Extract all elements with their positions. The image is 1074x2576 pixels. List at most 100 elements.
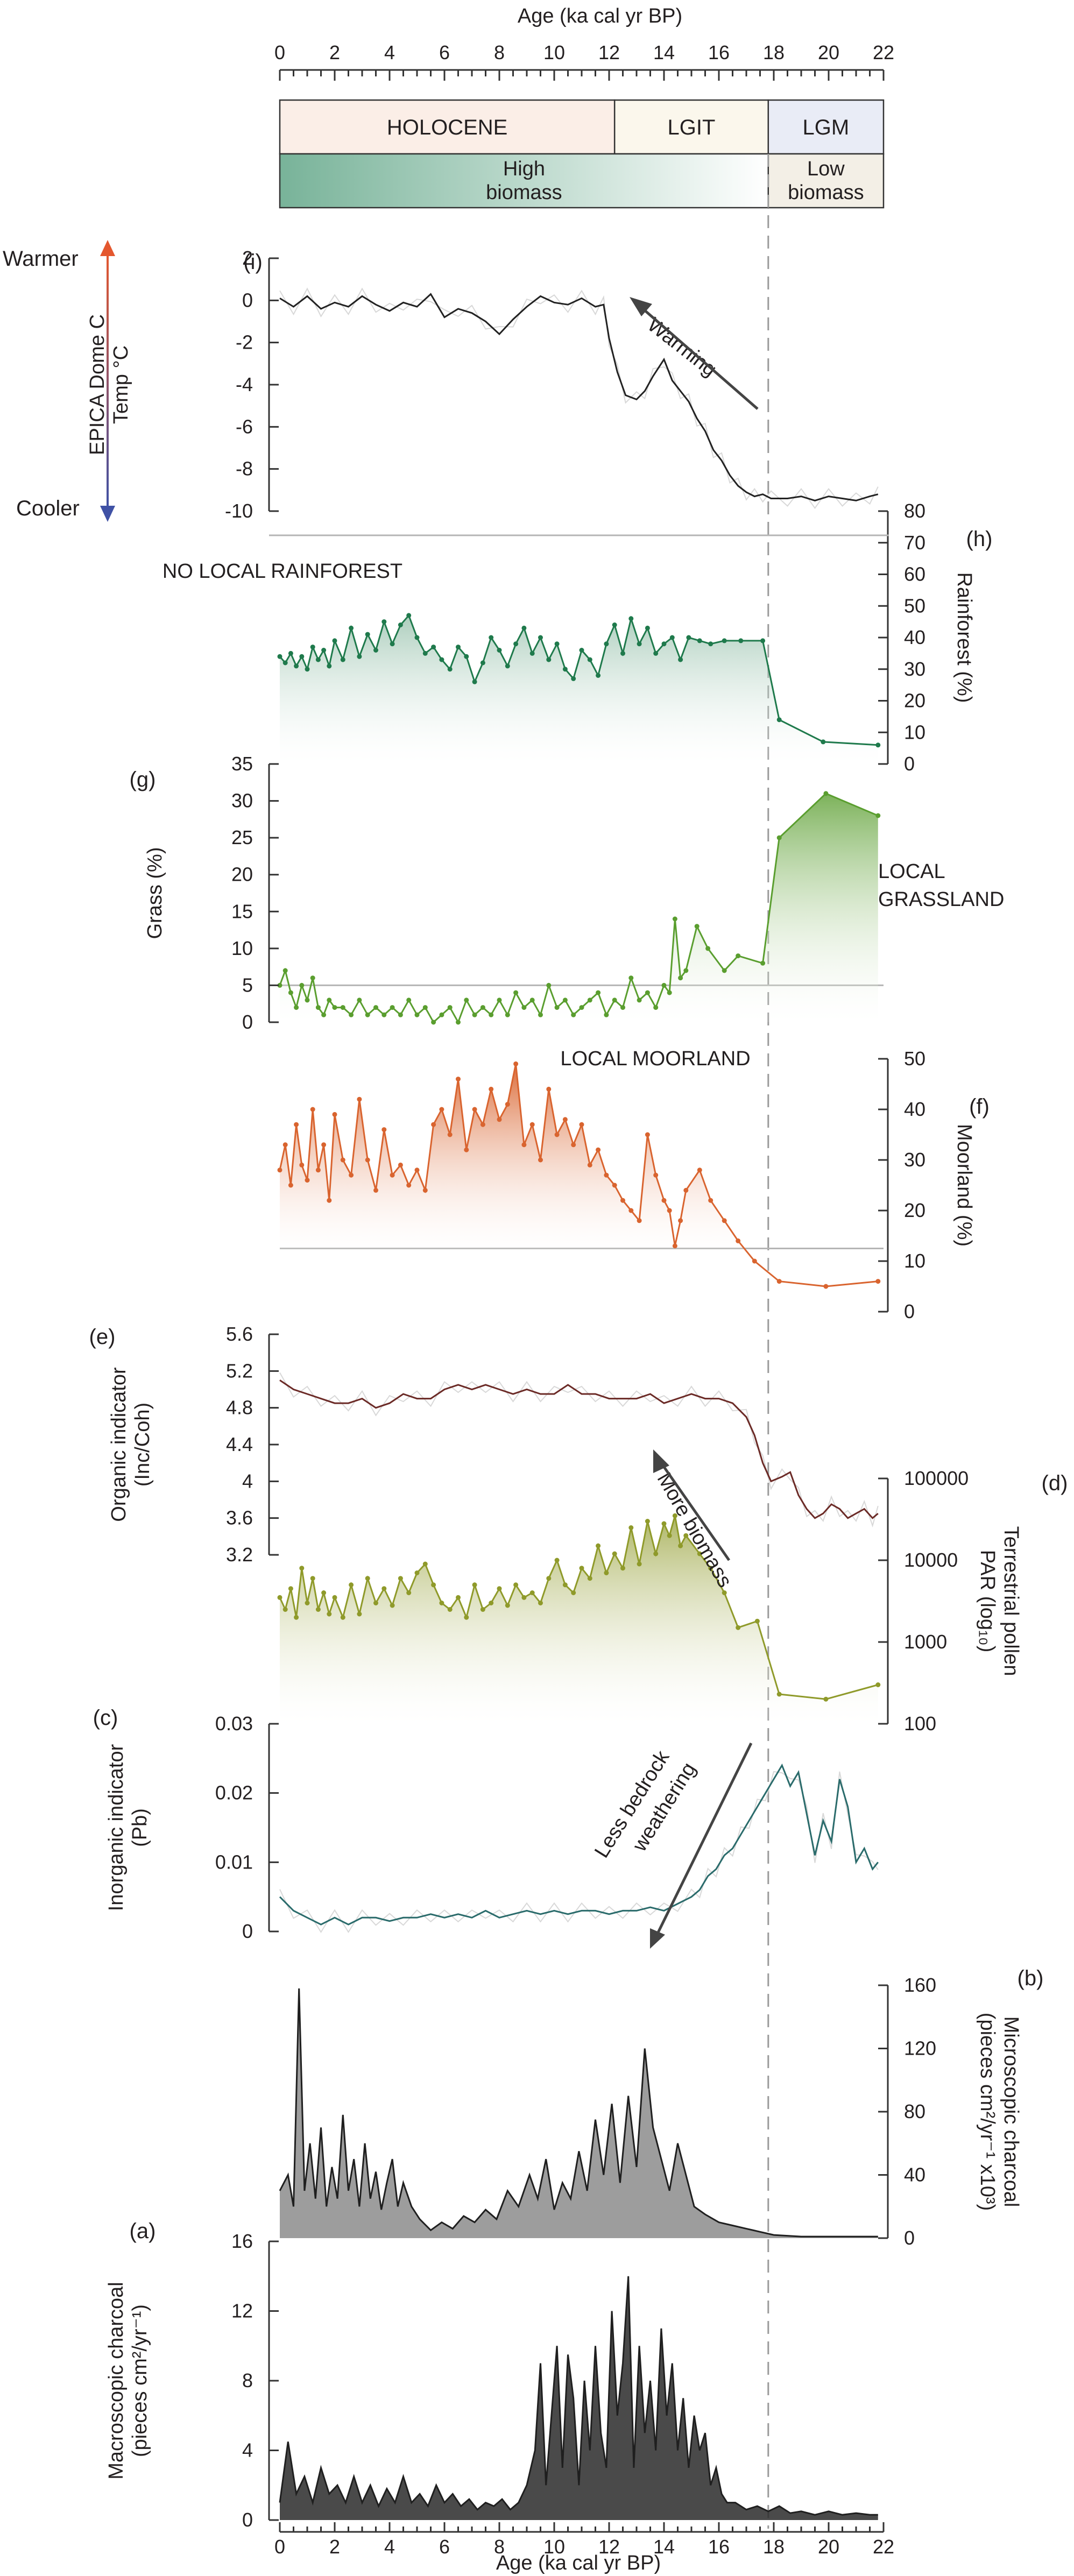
panel-label-a: (a): [130, 2219, 156, 2243]
data-point: [672, 1243, 677, 1249]
y-axis-title-h: Rainforest (%): [953, 572, 976, 703]
data-point: [406, 1183, 412, 1188]
data-point: [390, 1172, 395, 1178]
data-point: [315, 1167, 321, 1173]
y-tick-label: -2: [236, 331, 253, 353]
bottom-axis-title: Age (ka cal yr BP): [496, 2552, 661, 2574]
y-tick-label: 10: [231, 937, 253, 959]
data-point: [667, 1533, 672, 1538]
data-point: [562, 997, 568, 1003]
data-point: [431, 1020, 436, 1025]
y-tick-label: 160: [904, 1974, 936, 1996]
series-area-g: [280, 793, 878, 1022]
top-tick-label: 4: [384, 41, 395, 63]
data-point: [357, 1096, 362, 1102]
panel-label-b: (b): [1018, 1966, 1044, 1990]
top-tick-label: 10: [543, 41, 565, 63]
data-point: [294, 1615, 299, 1620]
data-point: [456, 1020, 461, 1025]
y-tick-label: 20: [231, 864, 253, 886]
data-point: [562, 667, 568, 672]
data-point: [472, 1012, 477, 1017]
data-point: [722, 1590, 727, 1595]
y-tick-label: 4.8: [226, 1397, 253, 1419]
less-weathering-arrow-line: [656, 1742, 753, 1935]
data-point: [414, 1570, 420, 1575]
data-point: [529, 1122, 535, 1127]
data-point: [277, 654, 282, 659]
data-point: [678, 1218, 683, 1223]
data-point: [464, 997, 469, 1003]
data-point: [554, 1132, 560, 1137]
y-axis-title-line2-a: (pieces cm²/yr⁻¹): [129, 2304, 151, 2457]
data-point: [357, 997, 362, 1003]
panel-a: 16 12 8 4 0 (a) Macroscopic charcoal (pieces cm…: [105, 2219, 878, 2531]
data-point: [823, 791, 829, 796]
y-axis-title-line1-b: Microscopic charcoal: [1000, 2016, 1022, 2207]
data-point: [431, 1122, 436, 1127]
data-point: [823, 1284, 829, 1289]
data-point: [414, 1167, 420, 1173]
data-point: [678, 657, 683, 662]
data-point: [672, 1513, 677, 1518]
local-grassland-label-2: GRASSLAND: [878, 888, 1004, 911]
data-point: [538, 1601, 543, 1605]
series-line-i: [279, 293, 879, 501]
data-point: [529, 650, 535, 656]
panel-f: 0 10 20 30 40 50 (f) Moorland (%): [277, 1048, 990, 1322]
data-point: [480, 1005, 485, 1010]
data-point: [414, 635, 420, 640]
low-biomass-label-2: biomass: [788, 181, 864, 204]
data-point: [669, 635, 675, 640]
data-point: [456, 1595, 461, 1600]
data-point: [683, 1533, 689, 1538]
data-point: [456, 645, 461, 650]
data-point: [620, 1566, 625, 1571]
top-tick-label: 2: [329, 41, 340, 63]
data-point: [365, 632, 370, 637]
data-point: [612, 1183, 617, 1188]
data-point: [612, 997, 617, 1003]
top-age-axis: Age (ka cal yr BP) 0 2 4 6 8 10 12 14 16 18 20 22: [274, 5, 894, 81]
data-point: [365, 1576, 370, 1581]
data-point: [321, 648, 327, 653]
data-point: [288, 990, 293, 995]
data-point: [821, 739, 826, 745]
data-point: [480, 1607, 485, 1612]
data-point: [398, 1576, 403, 1581]
data-point: [406, 997, 412, 1003]
y-axis-title-line2-d: PAR (log₁₀): [976, 1550, 999, 1652]
low-biomass-box: [767, 153, 885, 209]
series-noise-c: [279, 1771, 879, 1933]
data-point: [628, 1525, 634, 1530]
data-point: [645, 625, 650, 631]
data-point: [497, 1586, 502, 1591]
data-point: [513, 1061, 519, 1066]
top-tick-label: 0: [274, 41, 285, 63]
data-point: [321, 1012, 327, 1017]
data-point: [645, 1132, 650, 1137]
y-tick-label: 25: [231, 826, 253, 848]
bottom-tick-label: 2: [329, 2536, 340, 2558]
data-point: [678, 975, 683, 981]
data-point: [422, 1187, 428, 1193]
data-point: [513, 641, 519, 647]
data-point: [672, 916, 677, 922]
data-point: [349, 1172, 354, 1178]
data-point: [661, 1198, 667, 1203]
panel-c: 0.03 0.02 0.01 0 (c) Inorganic indicator (Pb): [93, 1706, 879, 1942]
cooler-label: Cooler: [16, 497, 80, 520]
data-point: [310, 1107, 315, 1112]
warmer-label: Warmer: [3, 247, 79, 271]
data-point: [571, 1142, 576, 1148]
data-point: [612, 622, 617, 627]
y-tick-label: 2: [242, 247, 253, 269]
period-boxes: HOLOCENE LGIT LGM High biomass Low bioma…: [279, 99, 885, 209]
data-point: [422, 1005, 428, 1010]
data-point: [365, 1012, 370, 1017]
data-point: [464, 1615, 469, 1620]
data-point: [754, 1618, 760, 1624]
cooler-arrow-icon: [100, 506, 115, 522]
data-point: [538, 1157, 543, 1163]
bottom-tick-label: 20: [818, 2536, 839, 2558]
